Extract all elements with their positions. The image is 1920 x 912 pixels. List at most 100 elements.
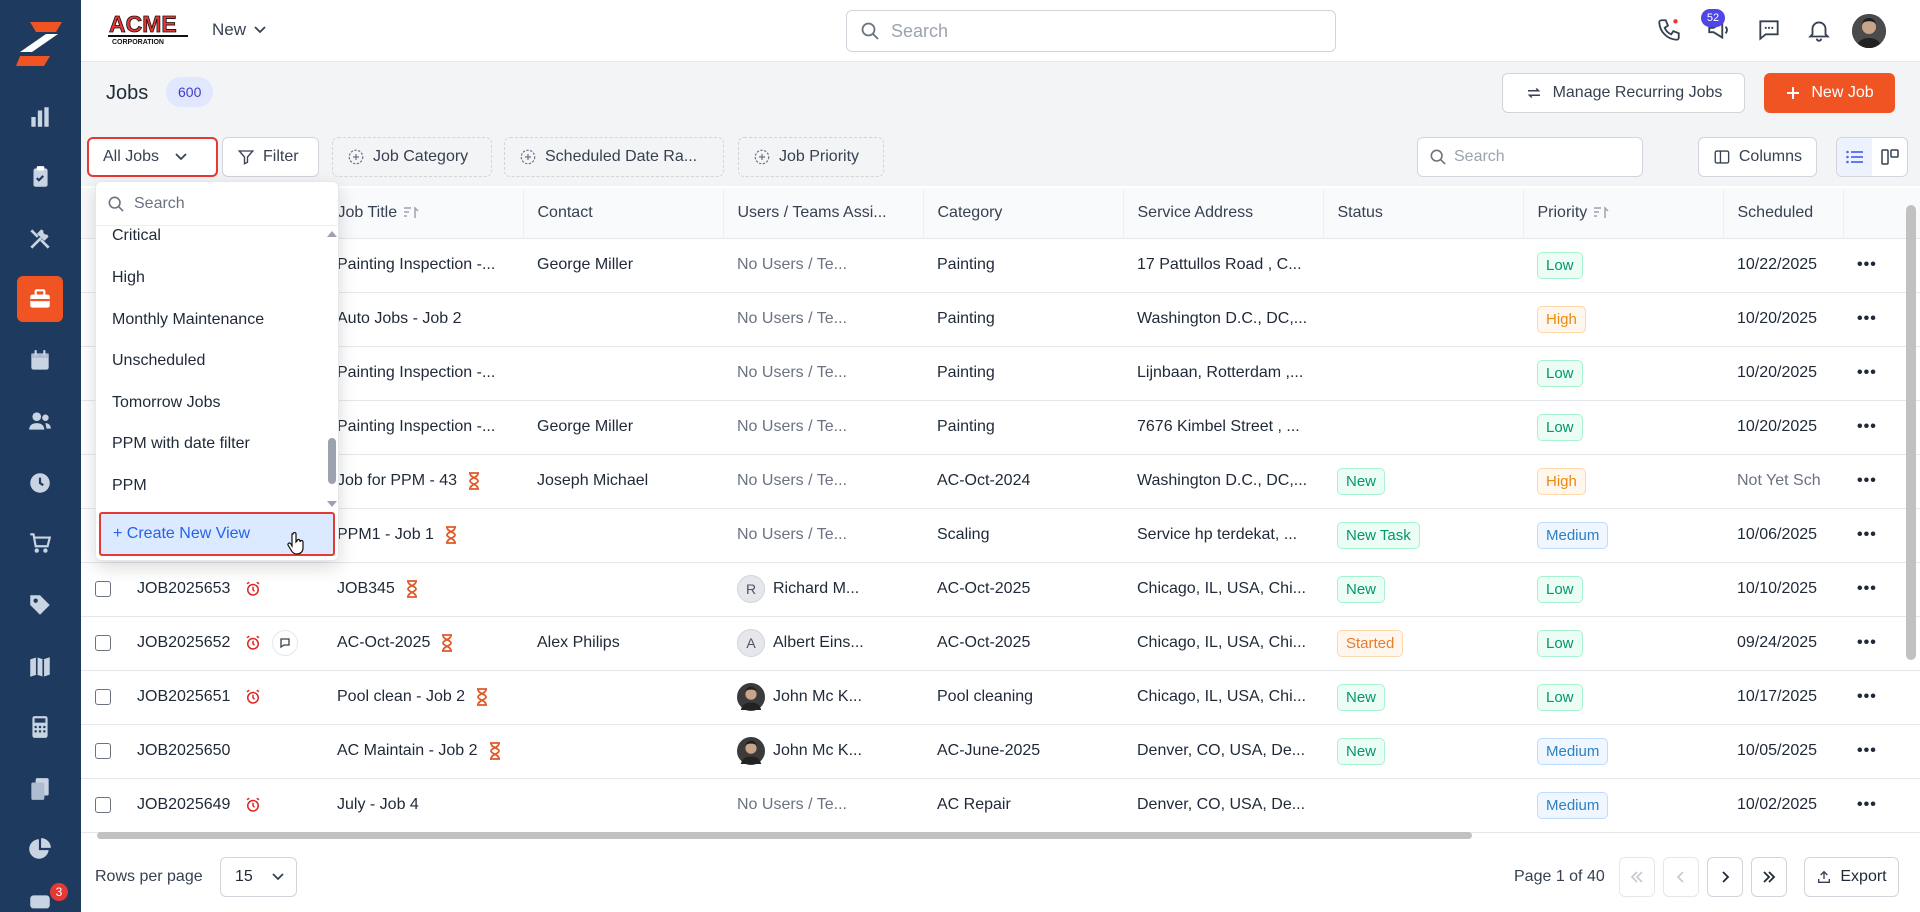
table-row[interactable]: Job for PPM - 43 Joseph Michael No Users /…: [81, 454, 1920, 509]
scroll-down-icon[interactable]: [324, 498, 339, 510]
row-checkbox[interactable]: [95, 634, 111, 651]
contact-cell[interactable]: [523, 724, 723, 779]
more-actions-icon[interactable]: •••: [1857, 796, 1877, 813]
job-id[interactable]: JOB2025650: [137, 742, 231, 759]
contact-cell[interactable]: [523, 562, 723, 617]
more-actions-icon[interactable]: •••: [1857, 634, 1877, 651]
contact-cell[interactable]: [523, 346, 723, 401]
job-title-cell[interactable]: AC Maintain - Job 2: [323, 724, 523, 779]
assigned-users-cell[interactable]: No Users / Te...: [723, 292, 923, 347]
table-row[interactable]: Auto Jobs - Job 2 No Users / Te... Paintin…: [81, 292, 1920, 347]
list-view-icon[interactable]: [1837, 138, 1872, 176]
column-header[interactable]: Scheduled: [1723, 188, 1844, 239]
more-actions-icon[interactable]: •••: [1857, 310, 1877, 327]
table-row[interactable]: PPM1 - Job 1 No Users / Te... Scaling Servi…: [81, 508, 1920, 563]
assigned-users-cell[interactable]: No Users / Te...: [723, 346, 923, 401]
contact-cell[interactable]: Alex Philips: [523, 616, 723, 671]
contact-cell[interactable]: [523, 670, 723, 725]
view-option-critical[interactable]: Critical: [112, 227, 161, 244]
previous-page-button[interactable]: [1663, 857, 1699, 897]
filter-button[interactable]: Filter: [222, 137, 319, 177]
board-view-icon[interactable]: [1872, 138, 1907, 176]
sidebar-item-calendar[interactable]: [17, 338, 63, 384]
assigned-users-cell[interactable]: No Users / Te...: [723, 454, 923, 509]
sidebar-item-timesheets[interactable]: [17, 460, 63, 506]
column-header[interactable]: Status: [1323, 188, 1524, 239]
table-row[interactable]: JOB2025650 AC Maintain - Job 2 John Mc K..…: [81, 724, 1920, 779]
job-title-cell[interactable]: Painting Inspection -...: [323, 400, 523, 455]
comment-icon[interactable]: [272, 630, 299, 656]
assigned-users-cell[interactable]: A Albert Eins...: [723, 616, 923, 671]
scroll-up-icon[interactable]: [324, 228, 339, 240]
column-header[interactable]: Users / Teams Assi...: [723, 188, 924, 239]
messages-icon[interactable]: [1753, 14, 1785, 46]
new-dropdown[interactable]: New: [212, 20, 266, 40]
assigned-users-cell[interactable]: John Mc K...: [723, 724, 923, 779]
more-actions-icon[interactable]: •••: [1857, 688, 1877, 705]
column-header[interactable]: Priority: [1523, 188, 1724, 239]
table-row[interactable]: Painting Inspection -... No Users / Te...…: [81, 346, 1920, 401]
sidebar-item-map[interactable]: [17, 644, 63, 690]
assigned-users-cell[interactable]: R Richard M...: [723, 562, 923, 617]
table-row[interactable]: Painting Inspection -... George Miller No …: [81, 400, 1920, 455]
table-row[interactable]: JOB2025649 July - Job 4 No Users / Te... AC…: [81, 778, 1920, 833]
sidebar-item-jobs[interactable]: [17, 276, 63, 322]
views-search-input[interactable]: Search: [96, 182, 338, 226]
sidebar-item-pricing[interactable]: [17, 582, 63, 628]
assigned-users-cell[interactable]: No Users / Te...: [723, 400, 923, 455]
job-title-cell[interactable]: PPM1 - Job 1: [323, 508, 523, 563]
export-button[interactable]: Export: [1804, 857, 1899, 897]
next-page-button[interactable]: [1707, 857, 1743, 897]
assigned-users-cell[interactable]: No Users / Te...: [723, 508, 923, 563]
assigned-users-cell[interactable]: No Users / Te...: [723, 238, 923, 293]
bell-icon[interactable]: [1803, 14, 1835, 46]
job-priority-filter[interactable]: Job Priority: [738, 137, 884, 177]
job-id[interactable]: JOB2025653: [137, 580, 231, 598]
sidebar-item-tools[interactable]: [17, 216, 63, 262]
view-option-unscheduled[interactable]: Unscheduled: [112, 352, 206, 369]
first-page-button[interactable]: [1619, 857, 1655, 897]
contact-cell[interactable]: [523, 508, 723, 563]
scheduled-date-filter[interactable]: Scheduled Date Ra...: [504, 137, 724, 177]
more-actions-icon[interactable]: •••: [1857, 364, 1877, 381]
column-header[interactable]: Contact: [523, 188, 724, 239]
row-checkbox[interactable]: [95, 688, 111, 705]
job-id[interactable]: JOB2025652: [137, 634, 231, 652]
row-checkbox[interactable]: [95, 742, 111, 759]
more-actions-icon[interactable]: •••: [1857, 742, 1877, 759]
contact-cell[interactable]: [523, 778, 723, 833]
column-header[interactable]: Category: [923, 188, 1124, 239]
assigned-users-cell[interactable]: No Users / Te...: [723, 778, 923, 833]
sidebar-item-store[interactable]: [17, 520, 63, 566]
view-option-ppm-with-date-filter[interactable]: PPM with date filter: [112, 435, 250, 452]
job-category-filter[interactable]: Job Category: [332, 137, 492, 177]
job-id[interactable]: JOB2025651: [137, 688, 231, 706]
row-checkbox[interactable]: [95, 796, 111, 813]
contact-cell[interactable]: [523, 292, 723, 347]
columns-button[interactable]: Columns: [1698, 137, 1817, 177]
column-header[interactable]: Job Title: [323, 188, 524, 239]
job-title-cell[interactable]: Job for PPM - 43: [323, 454, 523, 509]
new-job-button[interactable]: New Job: [1764, 73, 1895, 113]
more-actions-icon[interactable]: •••: [1857, 580, 1877, 597]
view-option-ppm[interactable]: PPM: [112, 477, 147, 494]
app-logo-icon[interactable]: [16, 18, 66, 70]
contact-cell[interactable]: George Miller: [523, 238, 723, 293]
view-option-tomorrow-jobs[interactable]: Tomorrow Jobs: [112, 394, 221, 411]
phone-icon[interactable]: [1653, 14, 1685, 46]
job-title-cell[interactable]: July - Job 4: [323, 778, 523, 833]
table-search-input[interactable]: Search: [1417, 137, 1643, 177]
sidebar-item-customers[interactable]: [17, 398, 63, 444]
rows-per-page-select[interactable]: 15: [220, 857, 297, 897]
column-header[interactable]: Service Address: [1123, 188, 1324, 239]
view-option-high[interactable]: High: [112, 269, 145, 286]
global-search-input[interactable]: Search: [846, 10, 1336, 52]
sidebar-item-reports[interactable]: [17, 94, 63, 140]
job-id[interactable]: JOB2025649: [137, 796, 231, 814]
job-title-cell[interactable]: AC-Oct-2025: [323, 616, 523, 671]
table-row[interactable]: JOB2025652 AC-Oct-2025 Alex Philips A Albert…: [81, 616, 1920, 671]
job-title-cell[interactable]: Auto Jobs - Job 2: [323, 292, 523, 347]
view-selector-dropdown[interactable]: All Jobs: [87, 137, 218, 177]
table-row[interactable]: Painting Inspection -... George Miller No …: [81, 238, 1920, 293]
sort-icon[interactable]: [403, 205, 419, 220]
